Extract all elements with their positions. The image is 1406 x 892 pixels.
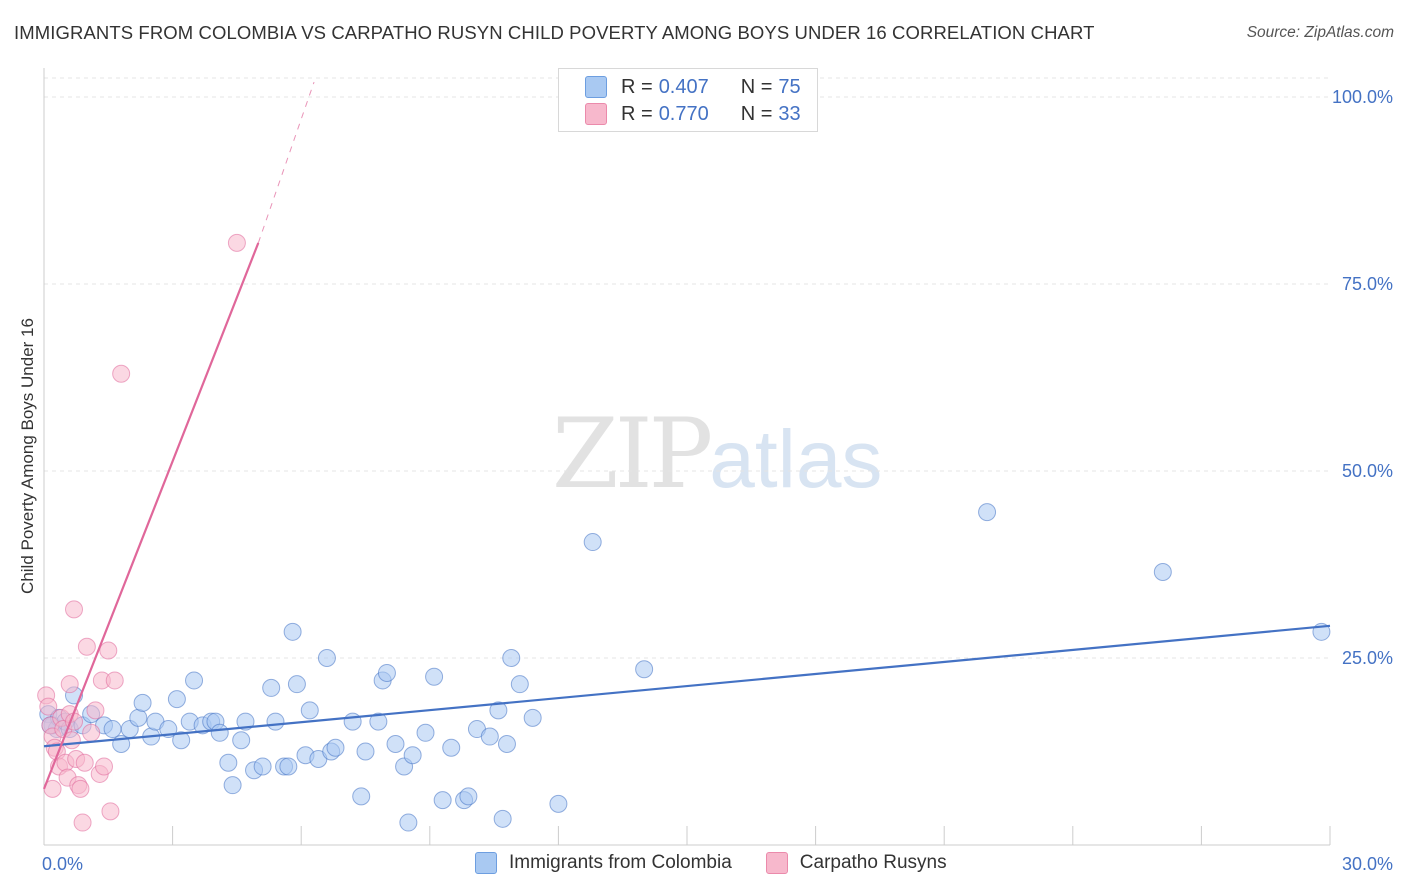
source-credit: Source: ZipAtlas.com [1246, 24, 1394, 41]
legend-row-colombia: R = 0.407 N = 75 [585, 75, 801, 99]
point-colombia [480, 727, 499, 746]
series-label-colombia: Immigrants from Colombia [509, 852, 732, 873]
trendline-colombia [43, 624, 1331, 748]
point-colombia [317, 649, 336, 667]
point-colombia [185, 671, 204, 690]
point-rusyn [101, 802, 120, 821]
point-colombia [232, 731, 251, 750]
point-colombia [493, 809, 512, 828]
point-colombia [510, 675, 529, 694]
x-tick-label: 0.0% [42, 854, 83, 874]
point-rusyn [105, 671, 124, 690]
point-colombia [1153, 562, 1172, 581]
chart-title: IMMIGRANTS FROM COLOMBIA VS CARPATHO RUS… [14, 22, 1095, 43]
y-tick-label: 50.0% [1342, 461, 1393, 481]
point-colombia [635, 660, 654, 679]
point-colombia [266, 712, 285, 731]
point-colombia [489, 701, 508, 720]
point-colombia [356, 742, 375, 761]
point-colombia [583, 533, 602, 552]
point-colombia [978, 503, 997, 522]
point-rusyn [39, 697, 58, 716]
point-colombia [223, 776, 242, 795]
point-colombia [253, 757, 272, 776]
point-colombia [326, 738, 345, 757]
point-rusyn [77, 637, 96, 656]
point-rusyn [75, 753, 94, 772]
point-colombia [236, 712, 255, 731]
point-colombia [399, 813, 418, 832]
point-colombia [416, 723, 435, 742]
watermark-zip: ZIP [552, 398, 713, 510]
point-colombia [425, 667, 444, 686]
series-swatch-rusyn [765, 852, 788, 874]
trendline-rusyn [42, 242, 260, 790]
point-colombia [442, 738, 461, 757]
point-colombia [219, 753, 238, 772]
legend-swatch-colombia [585, 76, 607, 98]
legend-r-value: 0.407 [658, 75, 709, 98]
point-colombia [300, 701, 319, 720]
point-colombia [129, 708, 148, 727]
point-colombia [279, 757, 298, 776]
point-colombia [133, 693, 152, 712]
trendline-rusyn-extension [257, 81, 315, 244]
legend-row-rusyn: R = 0.770 N = 33 [585, 102, 801, 126]
legend-r-label: R = [621, 75, 653, 98]
point-rusyn [82, 723, 101, 742]
series-legend-rusyn[interactable]: Carpatho Rusyns [765, 852, 947, 874]
y-tick-label: 100.0% [1332, 87, 1393, 107]
point-rusyn [95, 757, 114, 776]
point-colombia [459, 787, 478, 806]
legend-n-label: N = [740, 102, 773, 125]
y-tick-label: 25.0% [1342, 648, 1393, 668]
point-rusyn [73, 813, 92, 832]
watermark-atlas: atlas [709, 414, 883, 505]
point-rusyn [71, 779, 90, 798]
point-rusyn [99, 641, 118, 660]
watermark: ZIPatlas [552, 398, 882, 510]
point-colombia [369, 712, 388, 731]
series-swatch-colombia [475, 852, 497, 874]
legend-r-label: R = [621, 102, 653, 125]
series-legend-colombia[interactable]: Immigrants from Colombia [475, 852, 732, 874]
point-colombia [549, 794, 568, 813]
point-rusyn [112, 364, 131, 383]
point-colombia [103, 720, 122, 739]
point-colombia [172, 731, 191, 750]
legend-swatch-rusyn [585, 103, 607, 125]
point-colombia [287, 675, 306, 694]
series-label-rusyn: Carpatho Rusyns [799, 852, 947, 873]
point-colombia [377, 663, 396, 682]
y-axis-label: Child Poverty Among Boys Under 16 [18, 318, 37, 594]
x-tick-label: 30.0% [1342, 854, 1393, 874]
point-colombia [343, 712, 362, 731]
point-colombia [523, 708, 542, 727]
correlation-legend: R = 0.407 N = 75 R = 0.770 N = 33 [558, 68, 818, 132]
point-colombia [502, 649, 521, 667]
y-tick-label: 75.0% [1342, 274, 1393, 294]
legend-n-label: N = [740, 75, 773, 98]
point-rusyn [86, 701, 105, 720]
point-colombia [497, 735, 516, 754]
point-colombia [433, 791, 452, 810]
point-colombia [262, 678, 281, 697]
point-colombia [403, 746, 422, 765]
series-legend: Immigrants from Colombia Carpatho Rusyns [475, 852, 981, 874]
point-colombia [283, 622, 302, 641]
point-colombia [386, 735, 405, 754]
point-rusyn [65, 600, 84, 619]
legend-n-value: 75 [778, 75, 801, 98]
point-colombia [352, 787, 371, 806]
point-colombia [167, 690, 186, 709]
point-rusyn [60, 675, 79, 694]
legend-n-value: 33 [778, 102, 801, 125]
legend-r-value: 0.770 [658, 102, 709, 125]
point-colombia [210, 723, 229, 742]
point-rusyn [227, 233, 246, 252]
